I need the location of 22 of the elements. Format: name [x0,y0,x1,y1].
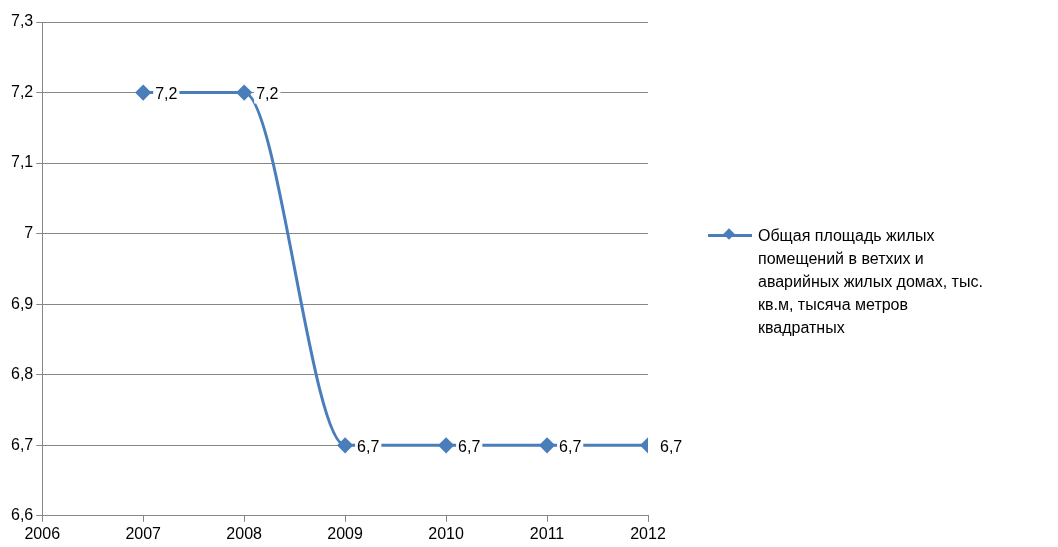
data-label: 6,7 [458,437,481,455]
y-tick-label: 6,9 [10,294,34,312]
y-tick-label: 7,2 [10,82,34,100]
x-tick-label: 2009 [327,524,364,542]
y-tick-label: 7,1 [10,153,34,171]
legend-label: Общая площадь жилых помещений в ветхих и аварийных жилых домах, тыс. кв.м, тысяча метров квадратных [758,226,984,338]
y-tick-label: 7 [24,224,34,242]
x-tick-label: 2011 [529,524,565,542]
x-tick-label: 2007 [125,524,162,542]
y-tick-label: 7,3 [10,12,34,30]
x-tick-label: 2010 [428,524,464,542]
data-label: 7,2 [256,84,279,102]
y-tick-label: 6,6 [10,506,34,524]
data-label: 6,7 [357,437,380,455]
y-tick-label: 6,8 [10,365,34,383]
data-label: 6,7 [559,437,582,455]
x-tick-label: 2006 [24,524,61,542]
x-tick-label: 2012 [630,524,666,542]
data-label: 6,7 [660,437,683,455]
data-label: 7,2 [155,84,178,102]
x-tick-label: 2008 [226,524,263,542]
y-tick-label: 6,7 [10,435,34,453]
